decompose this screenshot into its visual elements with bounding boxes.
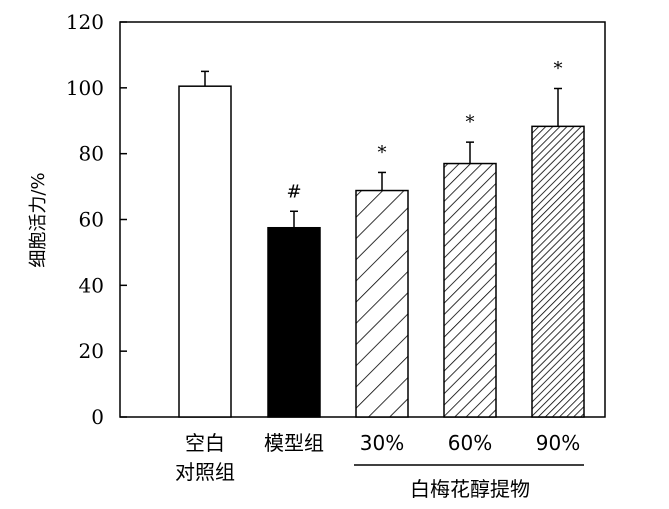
bar [355, 189, 409, 418]
y-tick-label: 0 [91, 405, 104, 429]
significance-marker: # [286, 181, 301, 202]
y-axis: 0 20 40 60 80 100 120 [66, 10, 127, 429]
y-tick-label: 100 [66, 76, 104, 100]
x-category-label: 90% [536, 431, 580, 455]
significance-marker: * [466, 112, 475, 133]
bar [267, 226, 321, 418]
bar [178, 85, 232, 418]
x-category-label: 空白 [185, 431, 225, 455]
bar [531, 125, 585, 418]
y-tick-label: 60 [79, 208, 104, 232]
y-tick-label: 80 [79, 142, 104, 166]
y-tick-label: 120 [66, 10, 104, 34]
bar [443, 162, 497, 418]
y-axis-label: 细胞活力/% [28, 172, 49, 267]
significance-marker: * [554, 58, 563, 79]
bar-series: # * * * [178, 58, 585, 418]
x-category-label: 模型组 [264, 431, 324, 455]
significance-marker: * [378, 142, 387, 163]
group-label: 白梅花醇提物 [410, 477, 530, 501]
x-category-label: 30% [360, 431, 404, 455]
y-tick-label: 40 [79, 273, 104, 297]
x-category-label: 60% [448, 431, 492, 455]
x-category-label: 对照组 [175, 460, 235, 484]
y-tick-label: 20 [79, 339, 104, 363]
